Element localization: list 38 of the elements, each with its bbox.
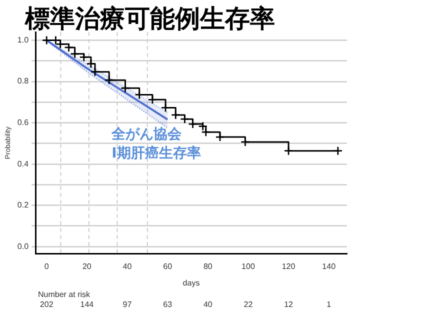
x-tick-label: 100 xyxy=(242,262,256,271)
point xyxy=(79,52,89,62)
y-tick-label: 0.2 xyxy=(17,200,30,210)
point xyxy=(333,146,343,156)
x-tick-label: 140 xyxy=(322,262,336,271)
x-tick-label: 40 xyxy=(122,262,132,271)
x-axis-title: days xyxy=(182,278,200,288)
point xyxy=(188,119,198,129)
text: 1 xyxy=(326,300,332,309)
point xyxy=(120,83,130,93)
point xyxy=(180,114,190,124)
y-tick-label: 0.4 xyxy=(17,159,30,168)
y-tick-label: 0.6 xyxy=(17,118,30,127)
point xyxy=(170,110,180,120)
point xyxy=(284,146,294,156)
text: 202 xyxy=(40,300,54,309)
point xyxy=(215,132,225,142)
text: Number at risk xyxy=(38,290,92,299)
y-tick-label: 0.0 xyxy=(17,242,30,251)
y-tick-label: 1.0 xyxy=(17,35,30,44)
point xyxy=(148,94,158,104)
y-tick-label: 0.8 xyxy=(17,76,30,86)
x-tick-label: 0 xyxy=(44,262,50,271)
x-tick-label: 80 xyxy=(203,262,213,271)
text: 40 xyxy=(203,300,213,309)
point xyxy=(240,137,250,147)
x-tick-label: 60 xyxy=(163,262,173,271)
chart-title: 標準治療可能例生存率 xyxy=(24,4,275,33)
point xyxy=(90,67,100,77)
x-tick-label: 120 xyxy=(282,262,296,271)
text: 97 xyxy=(122,300,132,309)
series-label: 全がん協会 I期肝癌生存率 xyxy=(110,126,201,162)
text: 63 xyxy=(163,300,173,309)
text: 12 xyxy=(284,300,294,309)
x-tick-label: 20 xyxy=(82,262,92,271)
text: 22 xyxy=(244,300,254,309)
text: 144 xyxy=(80,300,94,309)
point xyxy=(104,75,114,85)
